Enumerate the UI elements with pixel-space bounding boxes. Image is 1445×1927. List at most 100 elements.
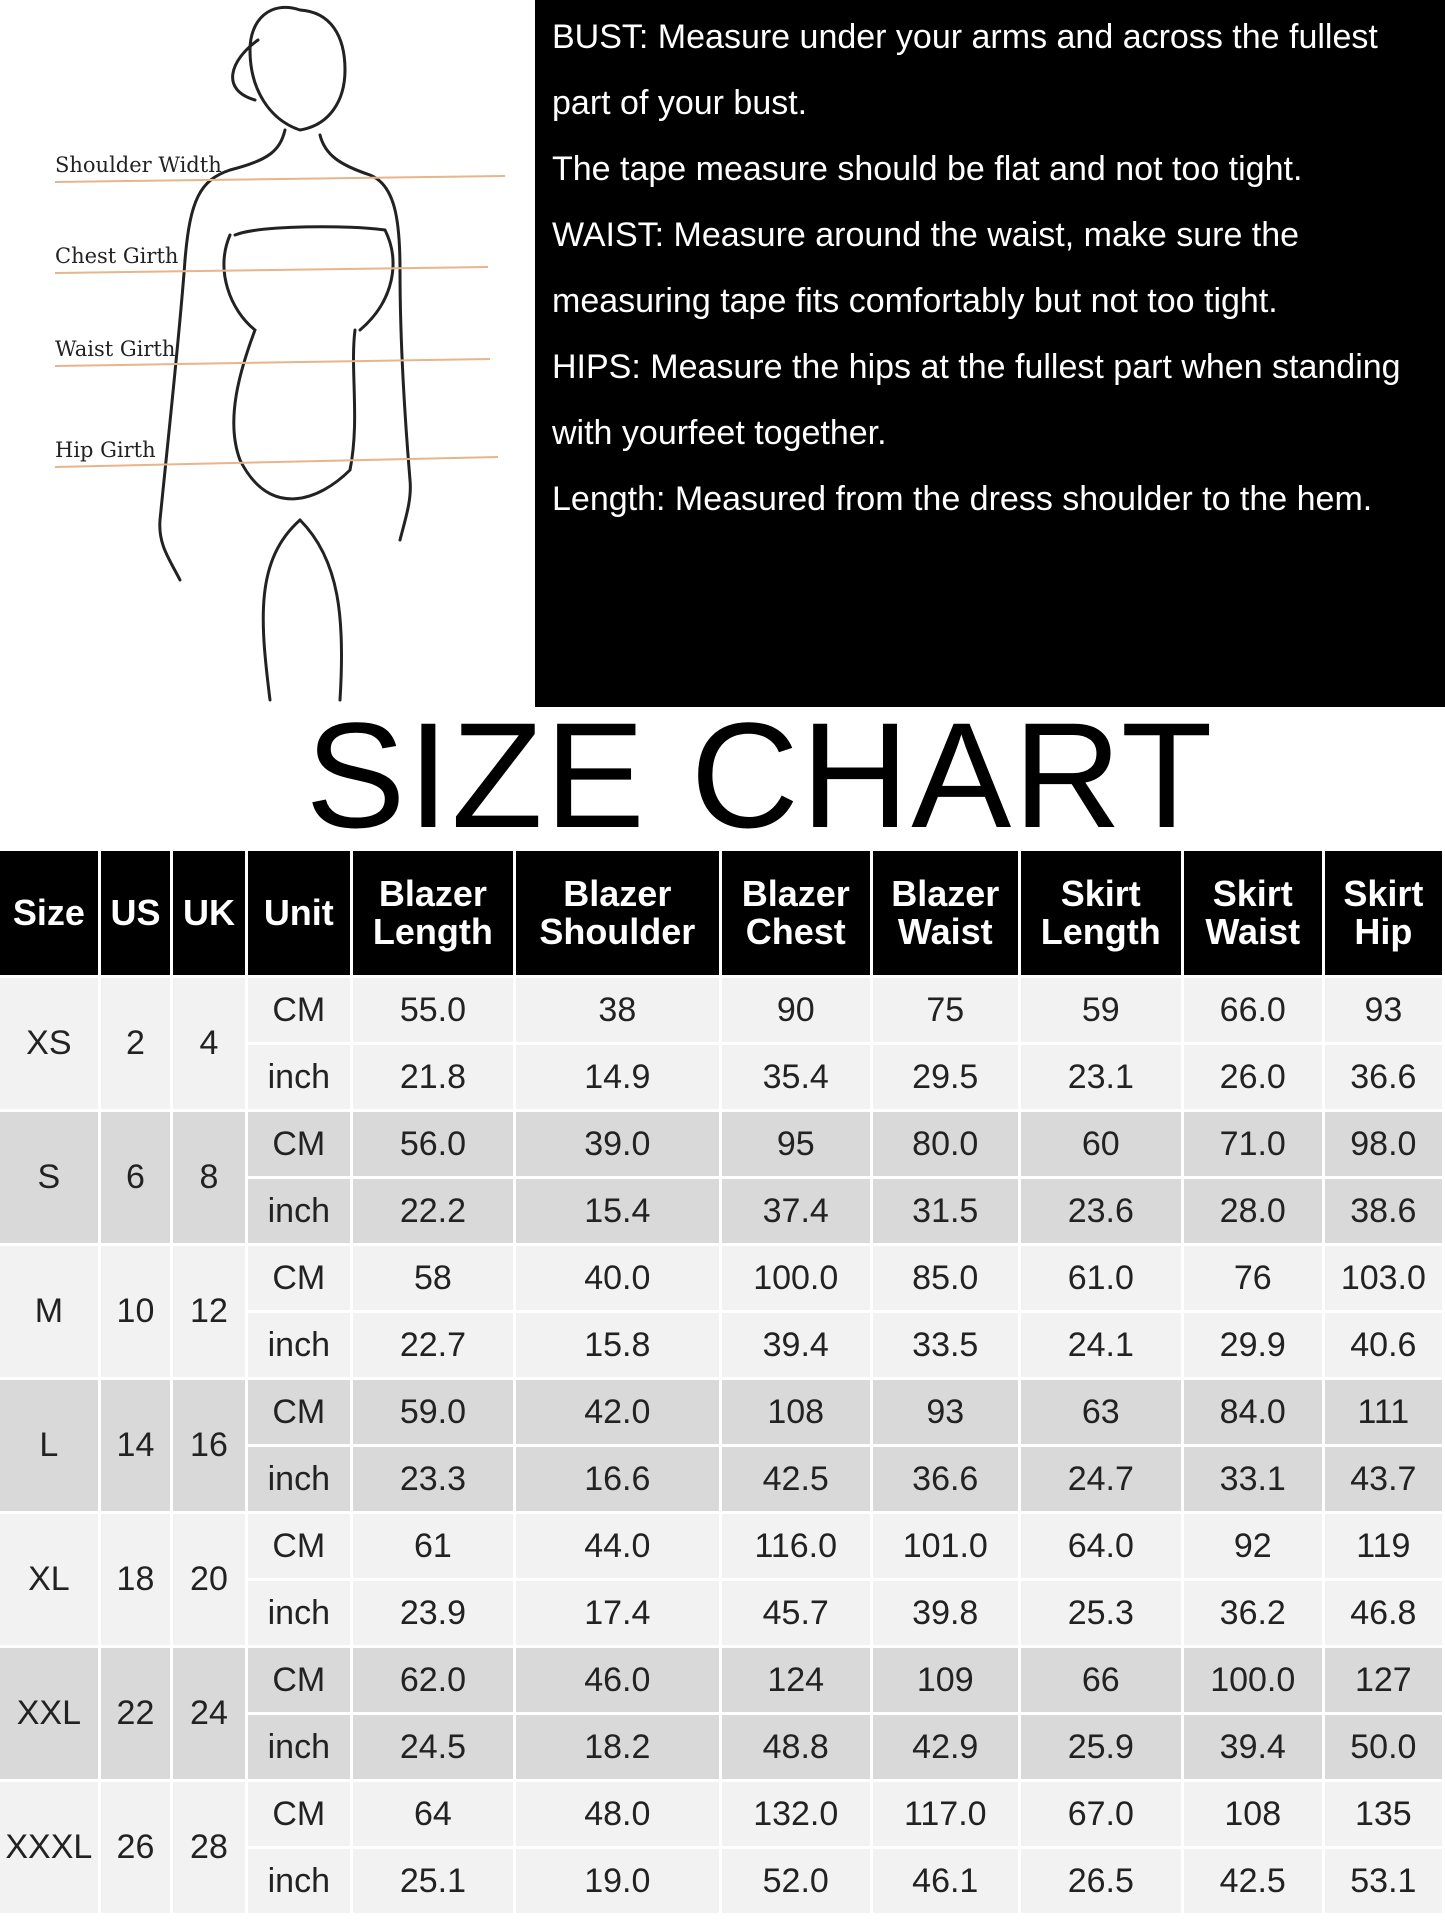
table-row: XL 18 20 CM 61 44.0 116.0 101.0 64.0 92 119 (0, 1514, 1442, 1645)
measurement-cell: 25.1 (352, 1849, 513, 1913)
measurement-cell: 31.5 (872, 1179, 1018, 1243)
uk-size-cell: 28 (173, 1782, 245, 1913)
measurement-cell: 17.4 (515, 1581, 719, 1645)
measurement-cell: 48.0 (515, 1782, 719, 1846)
measurement-cell: 98.0 (1324, 1112, 1442, 1176)
measurement-cell: 16.6 (515, 1447, 719, 1511)
measurement-cell: 42.5 (1183, 1849, 1322, 1913)
table-row: inch 24.5 18.2 48.8 42.9 25.9 39.4 50.0 (0, 1715, 1442, 1779)
hip-girth-label: Hip Girth (55, 438, 156, 462)
unit-cell: inch (247, 1313, 350, 1377)
measurement-cell: 23.6 (1020, 1179, 1181, 1243)
column-header: Size (0, 851, 98, 975)
column-header: UK (173, 851, 245, 975)
measurement-cell: 53.1 (1324, 1849, 1442, 1913)
column-header: Skirt Waist (1183, 851, 1322, 975)
measurement-cell: 42.9 (872, 1715, 1018, 1779)
column-header: US (100, 851, 171, 975)
measurement-cell: 22.7 (352, 1313, 513, 1377)
us-size-cell: 18 (100, 1514, 171, 1645)
uk-size-cell: 8 (173, 1112, 245, 1243)
measurement-cell: 92 (1183, 1514, 1322, 1578)
measurement-cell: 26.5 (1020, 1849, 1181, 1913)
measurement-cell: 37.4 (721, 1179, 870, 1243)
measurement-cell: 38 (515, 978, 719, 1042)
measurement-cell: 59 (1020, 978, 1181, 1042)
size-chart-table: Size US UK Unit Blazer Length Blazer Shoulder… (0, 848, 1445, 1916)
measurement-cell: 127 (1324, 1648, 1442, 1712)
table-row: XXXL 26 28 CM 64 48.0 132.0 117.0 67.0 108 135 (0, 1782, 1442, 1913)
us-size-cell: 2 (100, 978, 171, 1109)
measurement-cell: 25.3 (1020, 1581, 1181, 1645)
bust-instruction: BUST: Measure under your arms and across… (552, 18, 1378, 122)
measurement-cell: 109 (872, 1648, 1018, 1712)
measurement-cell: 95 (721, 1112, 870, 1176)
uk-size-cell: 16 (173, 1380, 245, 1511)
measurement-cell: 28.0 (1183, 1179, 1322, 1243)
table-row: S 6 8 CM 56.0 39.0 95 80.0 60 71.0 98.0 (0, 1112, 1442, 1243)
table-row: XXL 22 24 CM 62.0 46.0 124 109 66 100.0 127 (0, 1648, 1442, 1779)
measurement-cell: 36.2 (1183, 1581, 1322, 1645)
table-row: M 10 12 CM 58 40.0 100.0 85.0 61.0 76 103.0 (0, 1246, 1442, 1377)
measurement-cell: 71.0 (1183, 1112, 1322, 1176)
length-instruction: Length: Measured from the dress shoulder… (552, 480, 1373, 518)
measurement-cell: 93 (872, 1380, 1018, 1444)
size-cell: XL (0, 1514, 98, 1645)
uk-size-cell: 4 (173, 978, 245, 1109)
measurement-cell: 48.8 (721, 1715, 870, 1779)
column-header: Skirt Length (1020, 851, 1181, 975)
size-cell: XXL (0, 1648, 98, 1779)
unit-cell: inch (247, 1715, 350, 1779)
measurement-cell: 23.9 (352, 1581, 513, 1645)
us-size-cell: 26 (100, 1782, 171, 1913)
measurement-cell: 25.9 (1020, 1715, 1181, 1779)
column-header: Blazer Chest (721, 851, 870, 975)
size-cell: M (0, 1246, 98, 1377)
measurement-cell: 132.0 (721, 1782, 870, 1846)
column-header: Blazer Length (352, 851, 513, 975)
table-row: XS 2 4 CM 55.0 38 90 75 59 66.0 93 (0, 978, 1442, 1109)
unit-cell: inch (247, 1581, 350, 1645)
measurement-cell: 85.0 (872, 1246, 1018, 1310)
measurement-cell: 58 (352, 1246, 513, 1310)
measurement-cell: 36.6 (872, 1447, 1018, 1511)
measurement-cell: 26.0 (1183, 1045, 1322, 1109)
size-cell: XS (0, 978, 98, 1109)
measurement-cell: 38.6 (1324, 1179, 1442, 1243)
us-size-cell: 22 (100, 1648, 171, 1779)
measurement-cell: 117.0 (872, 1782, 1018, 1846)
waist-girth-label: Waist Girth (55, 337, 176, 361)
measurement-cell: 76 (1183, 1246, 1322, 1310)
measurement-cell: 42.5 (721, 1447, 870, 1511)
measurement-cell: 124 (721, 1648, 870, 1712)
column-header: Blazer Shoulder (515, 851, 719, 975)
measurement-cell: 80.0 (872, 1112, 1018, 1176)
us-size-cell: 6 (100, 1112, 171, 1243)
measurement-cell: 39.8 (872, 1581, 1018, 1645)
uk-size-cell: 24 (173, 1648, 245, 1779)
measurement-cell: 116.0 (721, 1514, 870, 1578)
measurement-cell: 101.0 (872, 1514, 1018, 1578)
table-row: L 14 16 CM 59.0 42.0 108 93 63 84.0 111 (0, 1380, 1442, 1511)
measurement-cell: 33.5 (872, 1313, 1018, 1377)
measurement-cell: 90 (721, 978, 870, 1042)
measurement-cell: 24.1 (1020, 1313, 1181, 1377)
measurement-cell: 40.0 (515, 1246, 719, 1310)
measurement-cell: 62.0 (352, 1648, 513, 1712)
measurement-cell: 64 (352, 1782, 513, 1846)
measurement-cell: 43.7 (1324, 1447, 1442, 1511)
waist-instruction: WAIST: Measure around the waist, make su… (552, 216, 1300, 320)
unit-cell: CM (247, 1782, 350, 1846)
measurement-cell: 56.0 (352, 1112, 513, 1176)
unit-cell: CM (247, 1648, 350, 1712)
size-cell: XXXL (0, 1782, 98, 1913)
measurement-cell: 103.0 (1324, 1246, 1442, 1310)
us-size-cell: 10 (100, 1246, 171, 1377)
measurement-cell: 60 (1020, 1112, 1181, 1176)
measurement-cell: 108 (721, 1380, 870, 1444)
table-row: inch 22.7 15.8 39.4 33.5 24.1 29.9 40.6 (0, 1313, 1442, 1377)
measurement-cell: 67.0 (1020, 1782, 1181, 1846)
measurement-cell: 39.4 (721, 1313, 870, 1377)
unit-cell: CM (247, 1514, 350, 1578)
measurement-cell: 21.8 (352, 1045, 513, 1109)
